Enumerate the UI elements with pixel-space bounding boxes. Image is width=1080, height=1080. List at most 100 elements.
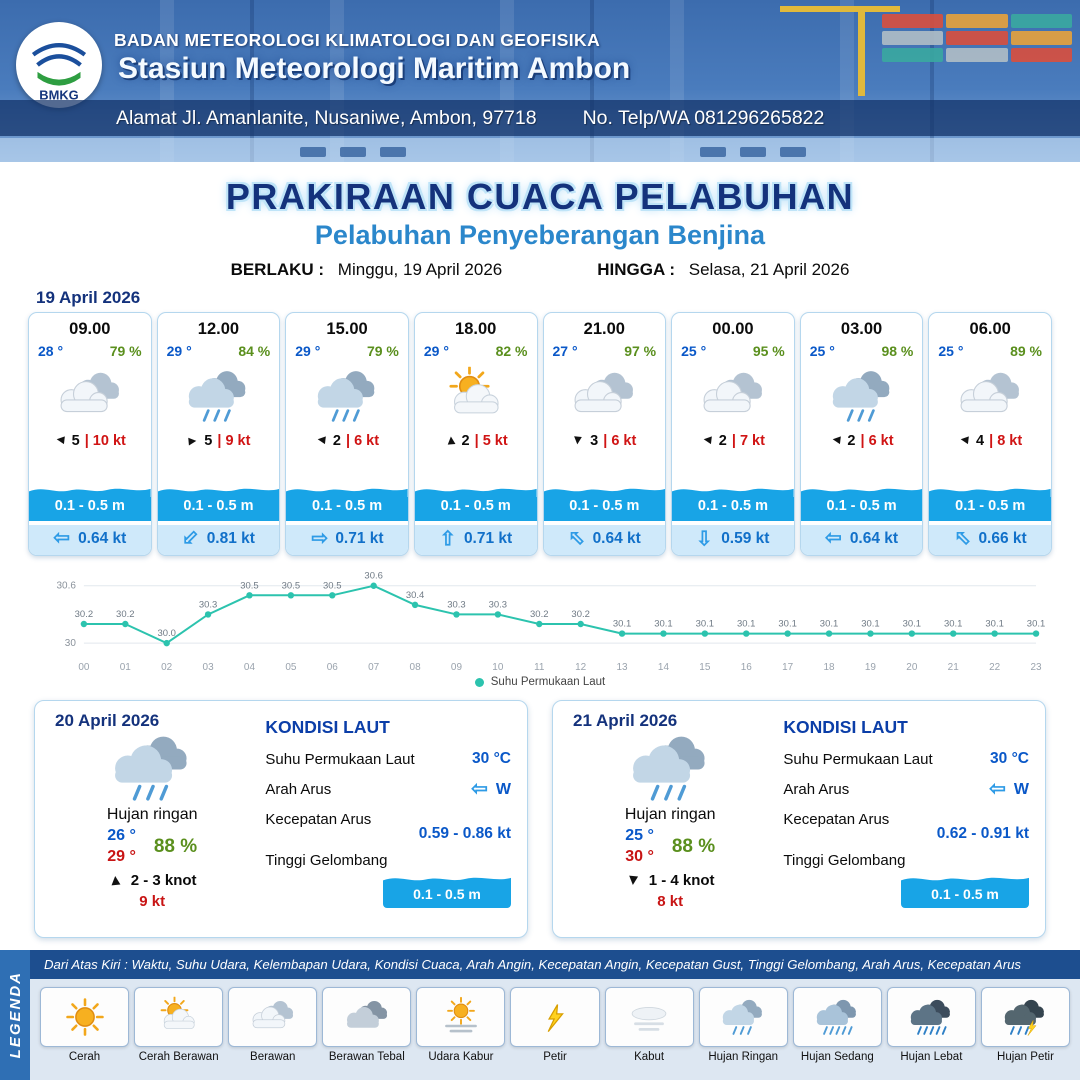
header: BMKG BADAN METEOROLOGI KLIMATOLOGI DAN G… bbox=[0, 0, 1080, 162]
weather-icon bbox=[98, 731, 206, 805]
current-band: 0.59 kt bbox=[672, 525, 794, 555]
temp-max: 29 ° bbox=[107, 848, 136, 865]
current-direction-icon bbox=[696, 528, 713, 549]
svg-text:12: 12 bbox=[575, 662, 587, 673]
sst-chart: 30 30.6 30.2 00 30.2 01 30.0 02 30.3 03 30.5 04 30.5… bbox=[26, 564, 1054, 688]
hourly-card: 03.00 25 ° 98 % 26 kt 0.1 - 0.5 m 0.64 kt bbox=[799, 312, 924, 556]
svg-text:16: 16 bbox=[741, 662, 753, 673]
current-speed: 0.71 kt bbox=[335, 529, 384, 547]
svg-text:30.6: 30.6 bbox=[56, 581, 76, 592]
forecast-time: 12.00 bbox=[197, 320, 240, 338]
gust-speed: 9 kt bbox=[139, 893, 166, 910]
sst-value: 30 °C bbox=[472, 750, 511, 767]
svg-text:06: 06 bbox=[327, 662, 339, 673]
udara-kabur-icon bbox=[434, 995, 488, 1039]
gust-speed: 7 kt bbox=[732, 433, 765, 449]
wind-direction-icon bbox=[108, 872, 123, 889]
current-direction: W bbox=[1013, 780, 1029, 798]
wave-height: 0.1 - 0.5 m bbox=[800, 497, 923, 521]
current-speed: 0.66 kt bbox=[978, 529, 1027, 547]
wind-direction-icon bbox=[701, 433, 714, 449]
svg-text:07: 07 bbox=[368, 662, 380, 673]
humidity: 88 % bbox=[153, 835, 198, 857]
svg-text:30.1: 30.1 bbox=[820, 619, 838, 630]
svg-text:30.5: 30.5 bbox=[323, 580, 341, 591]
cerah-icon bbox=[58, 995, 112, 1039]
gust-speed: 8 kt bbox=[989, 433, 1022, 449]
current-band: 0.64 kt bbox=[29, 525, 151, 555]
daily-card: 21 April 2026 Hujan ringan 25 ° 30 ° 88 … bbox=[552, 700, 1046, 938]
wave-height-band: 0.1 - 0.5 m bbox=[383, 873, 511, 908]
weather-condition: Hujan ringan bbox=[106, 806, 198, 823]
svg-text:30.1: 30.1 bbox=[696, 619, 714, 630]
svg-text:21: 21 bbox=[948, 662, 960, 673]
wave-height: 0.1 - 0.5 m bbox=[543, 497, 666, 521]
legend-item: Hujan Petir bbox=[980, 987, 1071, 1063]
hujan-lebat-icon bbox=[904, 995, 958, 1039]
svg-text:30.2: 30.2 bbox=[116, 609, 134, 620]
petir-icon bbox=[528, 995, 582, 1039]
temp-min: 25 ° bbox=[625, 827, 654, 844]
hourly-card: 21.00 27 ° 97 % 36 kt 0.1 - 0.5 m 0.64 kt bbox=[542, 312, 667, 556]
legend-item-label: Petir bbox=[543, 1051, 567, 1063]
wind-speed: 4 bbox=[976, 433, 985, 449]
forecast-time: 15.00 bbox=[326, 320, 368, 338]
daily-card: 20 April 2026 Hujan ringan 26 ° 29 ° 88 … bbox=[34, 700, 528, 938]
hourly-card: 18.00 29 ° 82 % 2 5 kt 0.1 - 0.5 m 0.71 kt bbox=[413, 312, 538, 556]
chart-legend-label: Suhu Permukaan Laut bbox=[490, 676, 606, 688]
wave-height-band: 0.1 - 0.5 m bbox=[800, 484, 923, 521]
sea-conditions: KONDISI LAUT Suhu Permukaan Laut 30 °C A… bbox=[783, 711, 1029, 925]
kabut-icon bbox=[622, 995, 676, 1039]
svg-text:05: 05 bbox=[285, 662, 297, 673]
validity-line: BERLAKU : Minggu, 19 April 2026 HINGGA :… bbox=[0, 260, 1080, 280]
page-title: PRAKIRAAN CUACA PELABUHAN bbox=[225, 176, 855, 217]
temp-min: 26 ° bbox=[107, 827, 136, 844]
current-direction-icon bbox=[989, 779, 1006, 800]
humidity: 84 % bbox=[238, 343, 271, 359]
cerah-berawan-icon bbox=[152, 995, 206, 1039]
valid-to: HINGGA : Selasa, 21 April 2026 bbox=[597, 260, 849, 280]
wind-speed: 5 bbox=[204, 433, 213, 449]
humidity: 89 % bbox=[1010, 343, 1042, 359]
current-direction-label: Arah Arus bbox=[783, 781, 850, 798]
sst-value: 30 °C bbox=[990, 750, 1029, 767]
forecast-time: 06.00 bbox=[969, 320, 1011, 338]
daily-weather-column: 20 April 2026 Hujan ringan 26 ° 29 ° 88 … bbox=[51, 711, 253, 925]
current-speed: 0.64 kt bbox=[592, 529, 641, 547]
current-band: 0.71 kt bbox=[414, 525, 537, 555]
wind-direction-icon bbox=[186, 433, 199, 449]
wind-direction-icon bbox=[958, 433, 971, 449]
current-band: 0.64 kt bbox=[543, 525, 666, 555]
current-direction-label: Arah Arus bbox=[265, 781, 332, 798]
svg-text:30.1: 30.1 bbox=[903, 619, 921, 630]
wave-crest-icon bbox=[672, 488, 794, 497]
wave-height-band: 0.1 - 0.5 m bbox=[286, 484, 408, 521]
weather-icon bbox=[565, 365, 643, 427]
legend-item-label: Berawan bbox=[250, 1051, 296, 1063]
temp-max: 30 ° bbox=[625, 848, 654, 865]
wave-crest-icon bbox=[901, 877, 1029, 886]
current-band: 0.64 kt bbox=[800, 525, 923, 555]
svg-text:14: 14 bbox=[658, 662, 670, 673]
svg-text:30.1: 30.1 bbox=[861, 619, 879, 630]
hujan-ringan-icon bbox=[716, 995, 770, 1039]
berawan-icon bbox=[246, 995, 300, 1039]
hourly-card: 06.00 25 ° 89 % 48 kt 0.1 - 0.5 m 0.66 kt bbox=[928, 312, 1052, 556]
svg-text:30.3: 30.3 bbox=[447, 599, 465, 610]
humidity: 79 % bbox=[366, 343, 399, 359]
svg-text:30.1: 30.1 bbox=[985, 619, 1003, 630]
air-temp: 29 ° bbox=[166, 343, 192, 359]
wave-height: 0.1 - 0.5 m bbox=[157, 497, 280, 521]
wave-crest-icon bbox=[383, 877, 511, 886]
wave-crest-icon bbox=[157, 488, 280, 497]
sea-conditions-title: KONDISI LAUT bbox=[783, 717, 908, 737]
wind-direction-icon bbox=[315, 433, 328, 449]
svg-text:20: 20 bbox=[906, 662, 918, 673]
gust-speed: 6 kt bbox=[346, 433, 379, 449]
humidity: 79 % bbox=[109, 343, 142, 359]
current-speed-label: Kecepatan Arus bbox=[265, 811, 372, 828]
legend-item-label: Hujan Ringan bbox=[708, 1051, 779, 1063]
wave-crest-icon bbox=[414, 488, 537, 497]
port-name: Pelabuhan Penyeberangan Benjina bbox=[314, 220, 766, 250]
